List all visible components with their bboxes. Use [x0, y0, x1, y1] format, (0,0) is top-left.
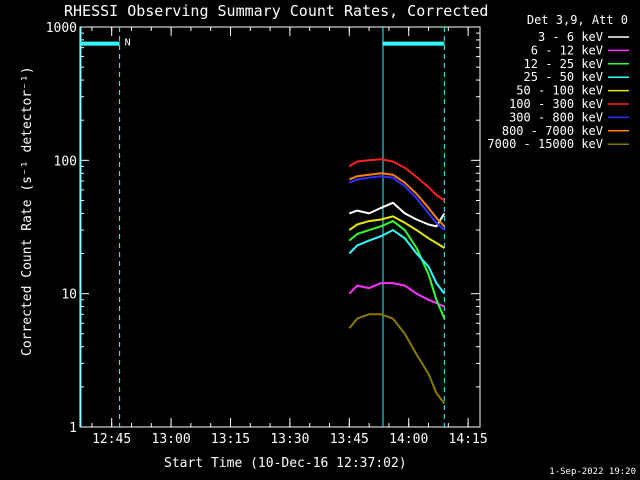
y-tick-label: 10	[61, 288, 77, 303]
x-tick-label: 13:15	[211, 432, 250, 447]
series-line	[348, 282, 445, 308]
footer-timestamp: 1-Sep-2022 19:20	[549, 467, 636, 477]
series-group	[348, 158, 446, 405]
legend-label: 7000 - 15000 keV	[487, 137, 603, 151]
legend-label: 3 - 6 keV	[538, 30, 603, 44]
legend-header: Det 3,9, Att 0	[527, 13, 628, 27]
legend-label: 6 - 12 keV	[531, 43, 603, 57]
series-line	[348, 158, 445, 202]
x-tick-label: 14:00	[389, 432, 428, 447]
legend-label: 12 - 25 keV	[524, 57, 603, 71]
series-line	[348, 229, 446, 295]
x-axis: 12:45 13:00 13:15 13:30 13:45 14:00 14:15	[91, 27, 488, 447]
series-line	[348, 172, 446, 227]
observing-intervals: N	[80, 27, 445, 427]
plot-frame	[79, 26, 481, 428]
x-tick-label: 13:45	[330, 432, 369, 447]
x-axis-label: Start Time (10-Dec-16 12:37:02)	[164, 456, 407, 471]
y-axis: 1 10 100 1000	[46, 21, 480, 436]
legend-label: 50 - 100 keV	[516, 84, 603, 98]
y-tick-label: 1	[69, 421, 77, 436]
y-tick-label: 100	[54, 154, 77, 169]
legend-label: 300 - 800 keV	[509, 110, 603, 124]
x-tick-label: 13:00	[152, 432, 191, 447]
series-line	[348, 201, 446, 228]
x-tick-label: 14:15	[449, 432, 488, 447]
y-axis-label: Corrected Count Rate (s⁻¹ detector⁻¹)	[20, 66, 35, 356]
legend-label: 25 - 50 keV	[524, 70, 603, 84]
chart-title: RHESSI Observing Summary Count Rates, Co…	[64, 2, 488, 20]
x-tick-label: 13:30	[270, 432, 309, 447]
series-line	[348, 313, 446, 405]
legend-label: 100 - 300 keV	[509, 97, 603, 111]
x-tick-label: 12:45	[92, 432, 131, 447]
night-marker-label: N	[125, 38, 131, 49]
series-line	[348, 215, 445, 249]
series-line	[348, 175, 446, 231]
series-line	[348, 220, 446, 319]
y-tick-label: 1000	[46, 21, 77, 36]
legend-label: 800 - 7000 keV	[502, 124, 603, 138]
